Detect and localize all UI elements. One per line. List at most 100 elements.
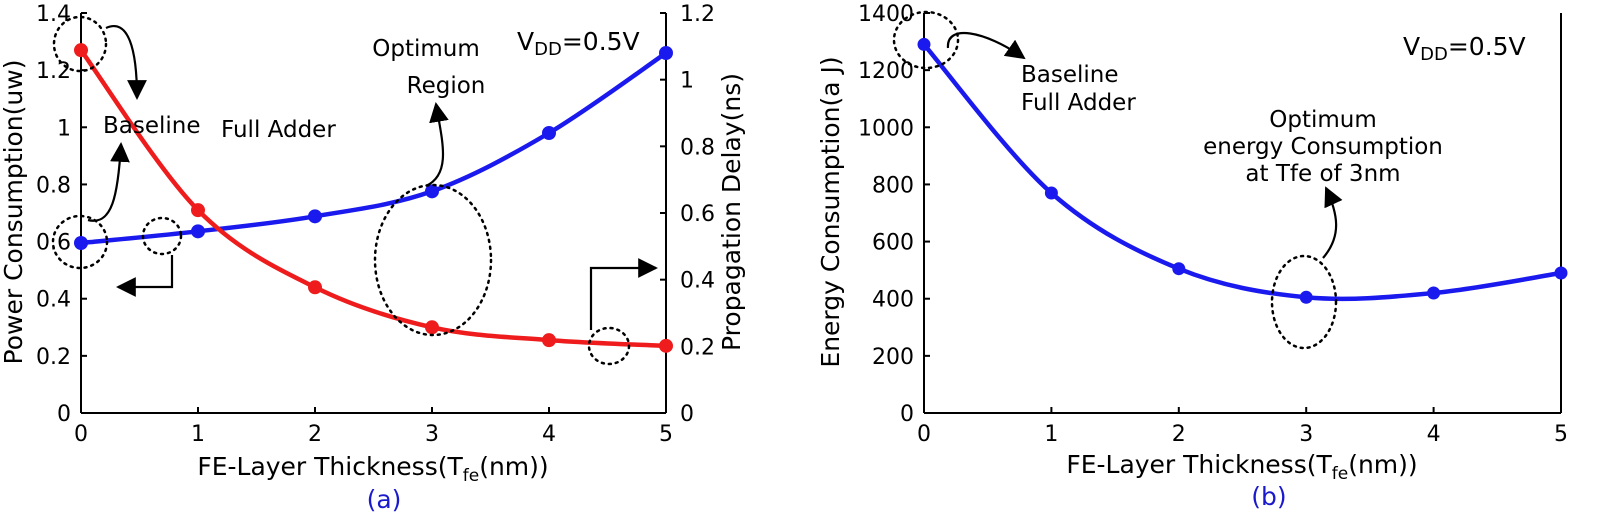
chart-a-left-tick-label: 0.8 (36, 173, 71, 198)
chart-b-energy-line (922, 42, 1562, 302)
chart-a-left-tick-label: 1.4 (36, 2, 71, 27)
chart-b-y-tick-labels: 0 200 400 600 800 1000 1200 1400 (858, 2, 914, 427)
chart-a-right-tick-label: 1 (680, 69, 694, 94)
chart-a-panel-label: (a) (367, 485, 402, 514)
chart-a-propagation-delay-point (659, 46, 673, 60)
chart-a-power-consumption-point (308, 280, 322, 295)
chart-b: 0 1 2 3 4 5 0 200 400 600 800 1000 1200 1400 Energy … (816, 2, 1568, 511)
chart-b-x-axis-label: FE-Layer Thickness(Tfe(nm)) (1066, 450, 1417, 484)
chart-a-right-tick-label: 0.2 (680, 335, 715, 360)
chart-a-power-consumption-point (191, 203, 205, 218)
chart-b-axes (923, 12, 1562, 414)
chart-b-full-adder-text: Full Adder (1021, 90, 1136, 116)
chart-b-series-lines (922, 42, 1562, 302)
chart-b-panel-label: (b) (1251, 482, 1286, 511)
chart-a-right-tick-label: 0.6 (680, 202, 715, 227)
chart-b-energy-point (1044, 186, 1058, 200)
chart-b-x-tick-label: 0 (917, 422, 931, 447)
chart-a-right-tick-label: 1.2 (680, 2, 715, 27)
chart-a-propagation-delay-point (191, 224, 205, 239)
chart-a-right-axis-arrow (589, 258, 658, 330)
chart-a-baseline-power-ellipse (52, 15, 108, 73)
chart-b-tfe-text: at Tfe of 3nm (1245, 161, 1400, 187)
chart-a-left-tick-label: 0.2 (36, 345, 71, 370)
chart-a-left-axis-label: Power Consumption(uw) (0, 60, 28, 365)
chart-a-series-lines (79, 48, 668, 349)
chart-b-x-tick-label: 3 (1299, 422, 1313, 447)
chart-b-baseline-text: Baseline (1021, 62, 1119, 88)
chart-b-baseline-arrow (946, 32, 1026, 60)
chart-a-x-tick-label: 5 (659, 422, 673, 447)
chart-a-axes (80, 12, 667, 414)
chart-b-y-tick-label: 400 (872, 288, 914, 313)
chart-b-optimum-arrow (1322, 186, 1343, 259)
chart-a-region-text: Region (407, 73, 486, 99)
chart-a-power-consumption-line (79, 48, 667, 349)
chart-a: 0 1 2 3 4 5 0 0.2 0.4 0.6 0.8 1 1.2 1.4 0 0.2 0.4 0.6 0.… (0, 2, 746, 514)
chart-b-y-tick-label: 1000 (858, 116, 914, 141)
chart-a-left-tick-label: 1.2 (36, 59, 71, 84)
chart-a-power-consumption-point (659, 338, 673, 353)
chart-a-vdd-annotation: VDD=0.5V (517, 27, 640, 60)
chart-a-left-tick-label: 0 (57, 402, 71, 427)
chart-a-points (74, 43, 673, 353)
chart-b-points (917, 37, 1568, 304)
chart-b-x-tick-label: 1 (1044, 422, 1058, 447)
chart-b-y-axis-label: Energy Consumption(a J) (816, 56, 845, 367)
chart-b-energy-point (1172, 262, 1186, 276)
chart-a-baseline-bottom-arrow (87, 142, 130, 222)
chart-a-x-tick-label: 1 (191, 422, 205, 447)
chart-a-x-axis-label: FE-Layer Thickness(Tfe(nm)) (197, 452, 548, 486)
chart-a-right-tick-label: 0.8 (680, 135, 715, 160)
chart-a-baseline-text: Baseline (103, 113, 201, 139)
chart-a-propagation-delay-point (74, 236, 88, 250)
chart-a-right-pointer-ellipse (587, 326, 631, 366)
chart-a-optimum-ellipse (373, 183, 493, 337)
chart-b-optimum-text: Optimum (1269, 107, 1377, 133)
chart-b-baseline-ellipse (892, 10, 960, 70)
chart-a-x-tick-label: 3 (425, 422, 439, 447)
chart-b-energy-consumption-text: energy Consumption (1203, 134, 1443, 160)
chart-b-energy-point (1554, 266, 1568, 280)
chart-a-left-tick-label: 1 (57, 116, 71, 141)
chart-a-full-adder-text: Full Adder (221, 117, 336, 143)
chart-a-left-tick-label: 0.4 (36, 288, 71, 313)
chart-b-optimum-ellipse (1270, 254, 1338, 350)
chart-a-right-tick-label: 0 (680, 402, 694, 427)
chart-b-y-tick-label: 1400 (858, 2, 914, 27)
chart-b-x-tick-label: 4 (1427, 422, 1441, 447)
chart-a-propagation-delay-point (308, 209, 322, 224)
chart-a-left-axis-arrow (116, 255, 174, 297)
chart-a-x-tick-label: 2 (308, 422, 322, 447)
chart-a-baseline-top-arrow (105, 25, 147, 100)
chart-b-energy-point (1299, 290, 1313, 304)
chart-b-y-tick-label: 200 (872, 345, 914, 370)
chart-a-propagation-delay-point (542, 126, 556, 140)
chart-b-x-tick-label: 5 (1554, 422, 1568, 447)
chart-b-vdd-annotation: VDD=0.5V (1403, 32, 1526, 65)
chart-b-y-tick-label: 600 (872, 231, 914, 256)
chart-b-y-tick-label: 1200 (858, 59, 914, 84)
chart-a-x-tick-labels: 0 1 2 3 4 5 (74, 422, 673, 447)
chart-a-right-tick-labels: 0 0.2 0.4 0.6 0.8 1 1.2 (680, 2, 715, 427)
chart-a-power-consumption-point (542, 333, 556, 348)
chart-b-energy-point (1427, 286, 1441, 300)
chart-a-right-tick-label: 0.4 (680, 269, 715, 294)
chart-b-y-tick-label: 800 (872, 173, 914, 198)
chart-b-x-tick-label: 2 (1172, 422, 1186, 447)
chart-a-propagation-delay-point (425, 184, 439, 199)
chart-a-power-consumption-point (74, 43, 88, 58)
chart-b-energy-point (917, 37, 931, 51)
chart-a-propagation-delay-line (80, 51, 668, 246)
chart-a-right-axis-label: Propagation Delay(ns) (717, 73, 746, 351)
chart-a-left-pointer-ellipse (141, 216, 183, 256)
chart-a-x-tick-label: 0 (74, 422, 88, 447)
chart-a-power-consumption-point (425, 320, 439, 335)
chart-b-y-tick-label: 0 (900, 402, 914, 427)
chart-a-x-tick-label: 4 (542, 422, 556, 447)
chart-a-optimum-arrow (425, 102, 449, 187)
chart-a-optimum-text: Optimum (372, 36, 480, 62)
chart-b-x-tick-labels: 0 1 2 3 4 5 (917, 422, 1568, 447)
chart-a-baseline-delay-ellipse (51, 214, 109, 270)
